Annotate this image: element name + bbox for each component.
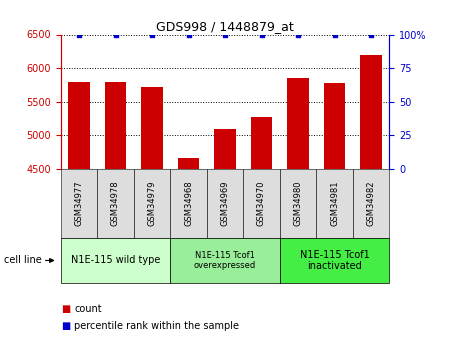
Text: GSM34968: GSM34968	[184, 181, 193, 226]
Text: GSM34980: GSM34980	[293, 181, 302, 226]
Bar	[178, 158, 199, 169]
Bar	[68, 82, 90, 169]
Text: N1E-115 Tcof1
overexpressed: N1E-115 Tcof1 overexpressed	[194, 251, 256, 270]
Bar	[324, 83, 346, 169]
Text: cell line: cell line	[4, 256, 42, 265]
Text: percentile rank within the sample: percentile rank within the sample	[74, 321, 239, 331]
Bar	[141, 87, 163, 169]
Text: GSM34981: GSM34981	[330, 181, 339, 226]
Point	[294, 32, 302, 37]
Bar	[360, 55, 382, 169]
Point	[258, 32, 265, 37]
Point	[76, 32, 83, 37]
Text: GSM34969: GSM34969	[220, 181, 230, 226]
Text: GSM34978: GSM34978	[111, 181, 120, 226]
Bar	[104, 82, 126, 169]
Text: ■: ■	[61, 304, 70, 314]
Bar	[251, 117, 272, 169]
Point	[112, 32, 119, 37]
Text: N1E-115 wild type: N1E-115 wild type	[71, 256, 160, 265]
Text: GSM34982: GSM34982	[366, 181, 375, 226]
Text: GSM34979: GSM34979	[148, 181, 157, 226]
Title: GDS998 / 1448879_at: GDS998 / 1448879_at	[156, 20, 294, 33]
Point	[221, 32, 229, 37]
Text: GSM34970: GSM34970	[257, 181, 266, 226]
Point	[331, 32, 338, 37]
Bar	[287, 78, 309, 169]
Text: GSM34977: GSM34977	[75, 181, 84, 226]
Point	[148, 32, 156, 37]
Text: count: count	[74, 304, 102, 314]
Point	[367, 32, 374, 37]
Text: N1E-115 Tcof1
inactivated: N1E-115 Tcof1 inactivated	[300, 250, 369, 271]
Text: ■: ■	[61, 321, 70, 331]
Point	[185, 32, 192, 37]
Bar	[214, 129, 236, 169]
